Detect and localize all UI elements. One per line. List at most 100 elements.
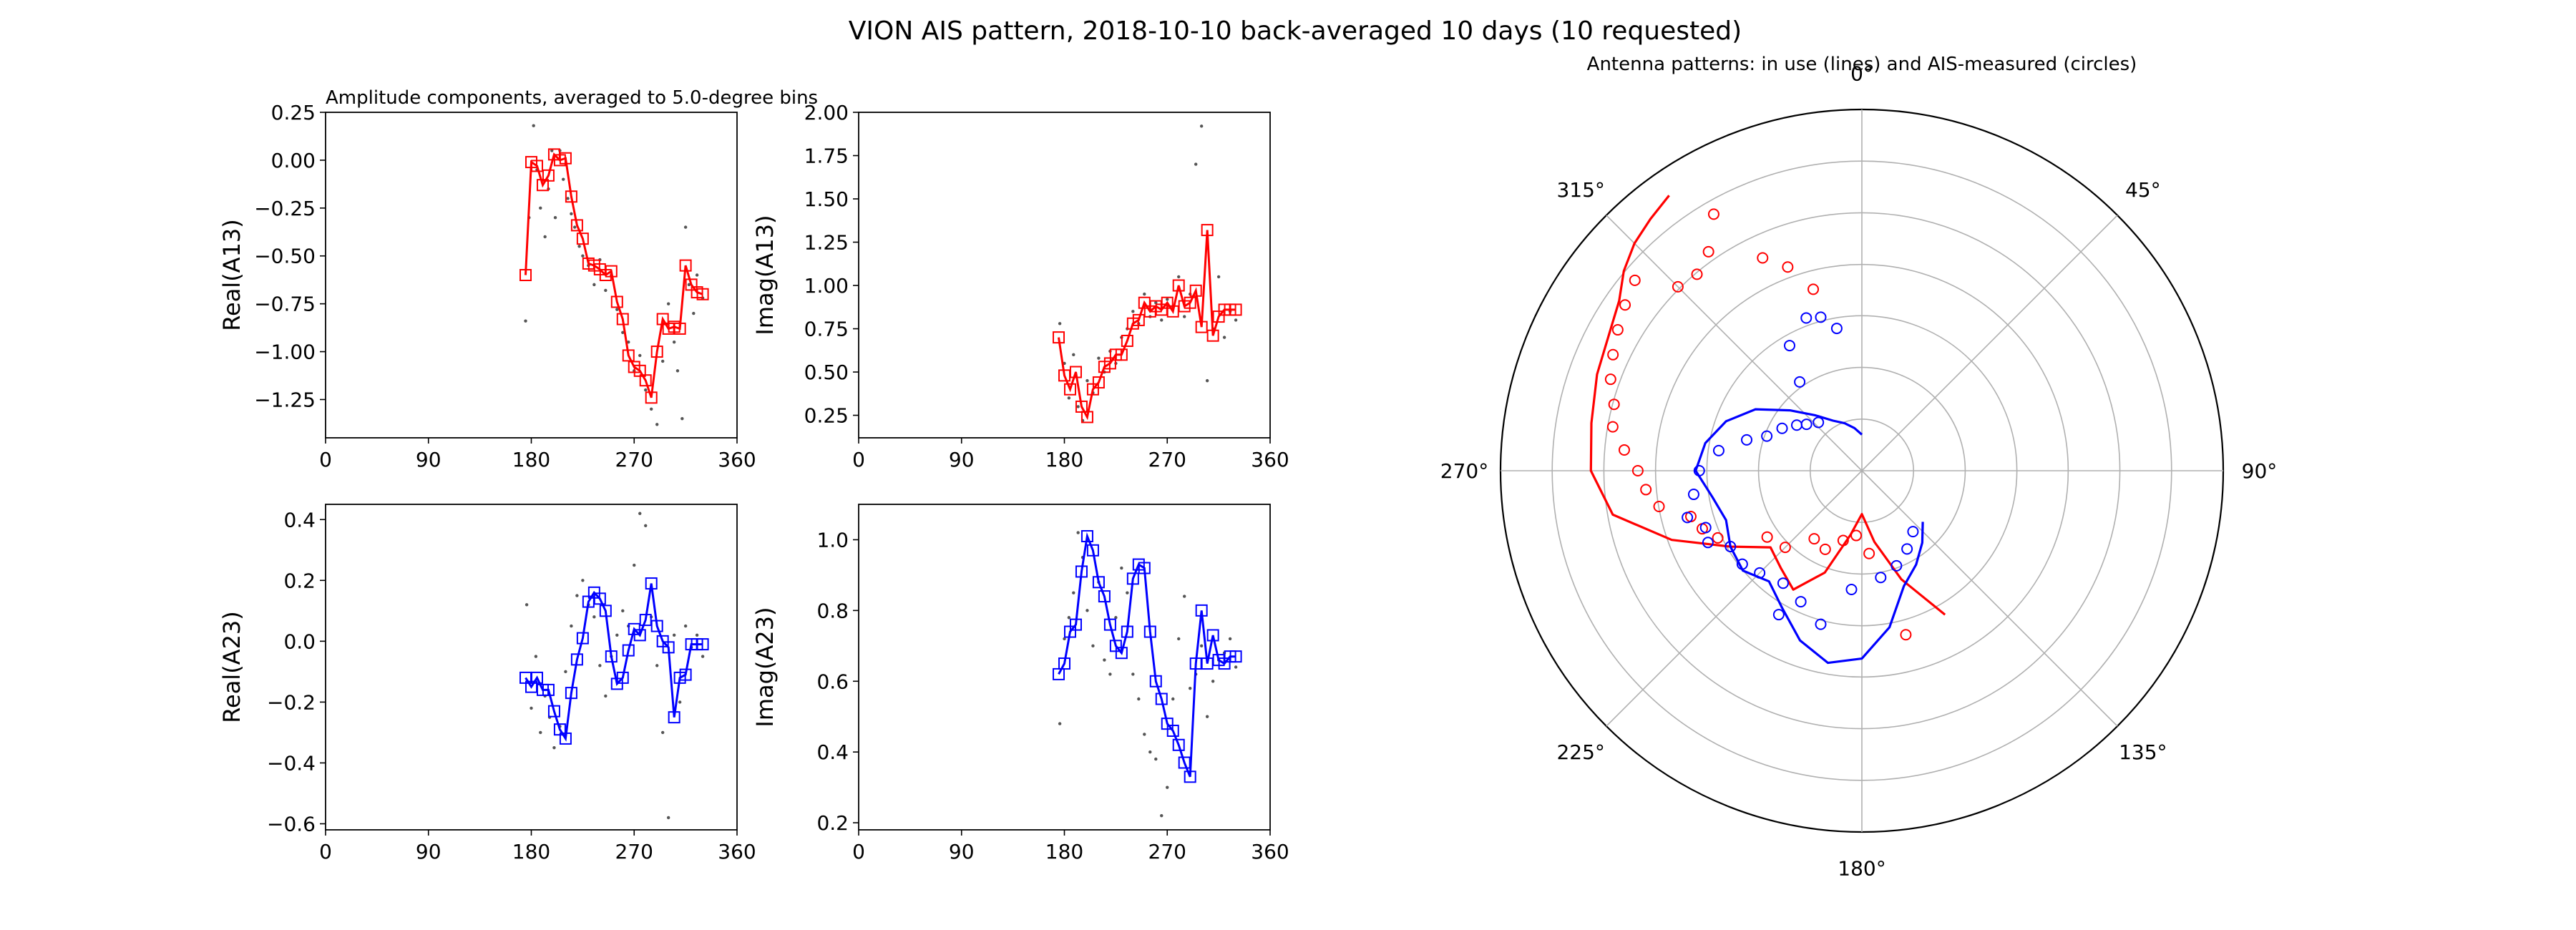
imag_a23-series-marker <box>1206 629 1219 642</box>
real_a13-scatter-point <box>644 388 648 392</box>
imag_a23-series-marker <box>1149 675 1162 687</box>
imag_a13-scatter-point <box>1234 318 1238 322</box>
imag_a13-ytick-label-0: 2.00 <box>804 101 849 124</box>
imag_a23-scatter-point <box>1205 715 1209 718</box>
imag_a13-scatter-point <box>1216 275 1221 279</box>
imag_a23-scatter-point <box>1211 680 1215 683</box>
polar-series-0-circle <box>1707 208 1719 220</box>
real_a13-scatter-point <box>553 216 557 220</box>
imag_a23-series-marker <box>1080 530 1093 543</box>
polar-series-1-circle <box>1754 567 1766 579</box>
polar-series-1-circle <box>1772 609 1785 621</box>
polar-series-0-line <box>1589 195 1946 616</box>
real_a23-series-marker <box>650 620 663 632</box>
imag_a23-xtick-label-2: 180 <box>1045 840 1083 863</box>
polar-series-1-circle <box>1693 465 1705 476</box>
imag_a23-series-marker <box>1075 565 1088 578</box>
real_a13-series-marker <box>673 322 686 335</box>
real_a13-series-marker <box>559 152 572 165</box>
real_a13-scatter-point <box>683 225 688 229</box>
real_a23-scatter-point <box>615 633 619 637</box>
imag_a13-series-marker <box>1184 296 1196 309</box>
imag_a23-series-marker <box>1166 725 1179 738</box>
imag_a23-series-marker <box>1058 657 1070 670</box>
real_a23-scatter-point <box>672 633 676 637</box>
imag_a23-xtick-label-3: 270 <box>1148 840 1186 863</box>
imag_a13-scatter-point <box>1067 396 1071 400</box>
real_a23-scatter-point <box>564 670 567 674</box>
real_a23-series-marker <box>633 629 646 642</box>
imag_a13-scatter-point <box>1166 298 1169 301</box>
real_a13-series-marker <box>645 391 658 404</box>
polar-series-0-circle <box>1757 252 1769 264</box>
real_a13-scatter-point <box>660 359 665 363</box>
real_a13-scatter-point <box>675 369 680 373</box>
real_a13-scatter-point <box>655 423 659 426</box>
polar-series-0-circle <box>1779 542 1791 554</box>
imag_a23-scatter-point <box>1120 566 1123 570</box>
figure-suptitle: VION AIS pattern, 2018-10-10 back-averag… <box>849 16 1742 46</box>
real_a13-xtick-label-0: 0 <box>319 448 332 471</box>
imag_a13-ytick-label-1: 1.75 <box>804 145 849 168</box>
imag_a13-ylabel: Imag(A13) <box>751 215 779 335</box>
real_a13-scatter-point <box>672 340 676 344</box>
polar-spoke-3 <box>1861 470 2118 727</box>
real_a23-scatter-point <box>534 655 538 658</box>
imag_a13-ytick-label-4: 1.00 <box>804 274 849 298</box>
imag_a23-series-line <box>1058 532 1236 778</box>
real_a23-series-marker <box>530 671 543 684</box>
real_a23-scatter-point <box>701 655 705 658</box>
real_a13-ytick-label-0: 0.25 <box>271 101 316 124</box>
polar-series-0-circle <box>1761 531 1773 543</box>
real_a23-xtick-label-2: 180 <box>512 840 550 863</box>
imag_a23-scatter-point <box>1076 531 1080 534</box>
imag_a23-scatter-point <box>1058 722 1062 725</box>
polar-series-0-circle <box>1702 245 1714 258</box>
imag_a13-series-marker <box>1206 329 1219 342</box>
real_a13-series-marker <box>605 265 618 278</box>
real_a23-scatter-point <box>581 579 585 582</box>
real_a23-ytick-label-4: −0.4 <box>267 751 316 775</box>
real_a23-xtick-label-0: 0 <box>319 840 332 863</box>
real_a23-scatter-point <box>660 730 665 735</box>
real_a23-scatter-point <box>621 609 625 613</box>
real_a13-scatter-point <box>581 254 585 258</box>
real_a13-scatter-point <box>666 302 670 305</box>
real_a23-series-marker <box>593 592 606 605</box>
real_a23-scatter-point <box>633 563 636 567</box>
real_a13-xtick-label-3: 270 <box>615 448 653 471</box>
real_a13-scatter-point <box>621 331 625 334</box>
real_a13-series-marker <box>639 374 652 387</box>
imag_a23-scatter-point <box>1183 594 1186 598</box>
polar-angle-label-7: 315° <box>1556 178 1604 202</box>
polar-series-0-circle <box>1807 283 1820 295</box>
imag_a23-scatter-point <box>1063 637 1066 641</box>
polar-spoke-7 <box>1606 215 1863 471</box>
imag_a13-series-marker <box>1115 348 1128 361</box>
imag_a13-scatter-point <box>1143 292 1146 296</box>
real_a13-series-marker <box>679 259 692 272</box>
polar-series-0-circle <box>1900 629 1912 641</box>
real_a13-series-marker <box>696 288 709 300</box>
real_a23-series-marker <box>662 641 675 654</box>
polar-spoke-1 <box>1861 215 2118 471</box>
imag_a23-scatter-point <box>1091 644 1095 648</box>
polar-title: Antenna patterns: in use (lines) and AIS… <box>1587 54 2137 75</box>
real_a13-scatter-point <box>543 235 547 239</box>
real_a23-series-marker <box>645 577 658 590</box>
real_a23-scatter-point <box>539 730 542 735</box>
imag_a23-series-marker <box>1103 618 1116 631</box>
imag_a23-ytick-label-4: 0.2 <box>816 811 849 835</box>
imag_a23-scatter-point <box>1160 814 1163 818</box>
real_a13-scatter-point <box>615 308 619 311</box>
real_a23-scatter-point <box>570 624 573 628</box>
real_a13-scatter-point <box>604 288 608 293</box>
real-a23-panel: Real(A23) 0 90 180 270 360 0.4 0.2 0.0 −0.2 −0.4 −0… <box>218 504 756 863</box>
imag_a23-series-marker <box>1086 544 1099 557</box>
real_a13-series-marker <box>542 169 555 182</box>
imag_a13-series-marker <box>1195 320 1208 333</box>
imag_a23-series-marker <box>1098 590 1111 603</box>
polar-series-0-circle <box>1608 398 1620 411</box>
imag_a13-scatter-point <box>1177 275 1181 279</box>
real_a13-series-marker <box>616 313 629 326</box>
